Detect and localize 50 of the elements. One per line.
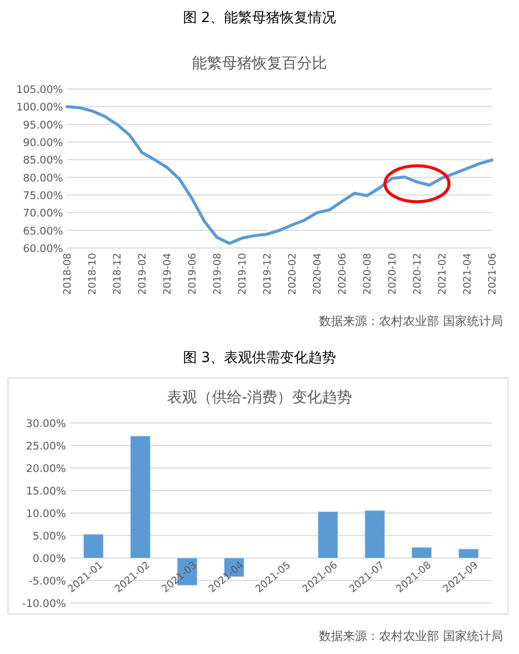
bar — [412, 547, 432, 558]
y-tick-label: 85.00% — [22, 154, 64, 167]
y-tick-label: 90.00% — [22, 137, 64, 149]
x-tick-label: 2019-10 — [238, 253, 248, 295]
y-tick-label: 100.00% — [16, 102, 64, 114]
x-tick-label: 2019-02 — [138, 253, 148, 295]
y-tick-label: 15.00% — [26, 486, 66, 498]
x-tick-label: 2018-12 — [112, 253, 124, 295]
y-tick-label: 20.00% — [26, 463, 66, 475]
y-tick-label: 95.00% — [22, 119, 64, 132]
x-tick-label: 2020-06 — [338, 253, 348, 295]
y-tick-label: 30.00% — [26, 418, 66, 430]
x-tick-label: 2020-04 — [312, 253, 324, 295]
chart-title: 图 3、表观供需变化趋势 — [182, 350, 336, 366]
y-tick-label: 65.00% — [22, 225, 64, 238]
y-tick-label: 75.00% — [22, 190, 64, 202]
source-note: 数据来源：农村农业部 国家统计局 — [319, 629, 503, 643]
y-tick-label: 70.00% — [22, 208, 64, 220]
x-tick-label: 2020-12 — [412, 253, 424, 295]
y-tick-label: 5.00% — [32, 530, 66, 542]
x-tick-label: 2018-08 — [62, 253, 74, 295]
chart-subtitle: 能繁母猪恢复百分比 — [192, 54, 327, 72]
y-tick-label: -10.00% — [22, 598, 66, 610]
x-tick-label: 2020-02 — [288, 253, 298, 295]
y-tick-label: 10.00% — [26, 508, 66, 520]
x-tick-label: 2021-06 — [488, 253, 498, 295]
x-tick-label: 2020-10 — [388, 253, 398, 295]
chart-subtitle: 表观（供给-消费）变化趋势 — [166, 388, 352, 406]
bar — [364, 510, 385, 558]
y-tick-label: 105.00% — [16, 84, 64, 96]
x-tick-label: 2019-06 — [188, 253, 198, 295]
line-series — [66, 105, 494, 245]
bar — [318, 511, 338, 558]
y-tick-label: -5.00% — [28, 576, 66, 588]
bar — [130, 436, 150, 558]
source-note: 数据来源：农村农业部 国家统计局 — [319, 314, 503, 328]
x-tick-label: 2021-02 — [438, 253, 448, 295]
y-tick-label: 80.00% — [22, 172, 64, 184]
x-tick-label: 2019-04 — [162, 253, 174, 295]
x-tick-label: 2021-04 — [462, 253, 474, 295]
y-tick-label: 0.00% — [32, 553, 66, 565]
x-tick-label: 2020-08 — [362, 253, 374, 295]
chart-title: 图 2、能繁母猪恢复情况 — [182, 10, 336, 26]
x-tick-label: 2019-08 — [212, 253, 224, 295]
bar — [83, 534, 104, 558]
y-tick-label: 25.00% — [26, 440, 66, 452]
bar — [458, 548, 479, 558]
x-tick-label: 2018-10 — [88, 253, 98, 295]
x-tick-label: 2019-12 — [262, 253, 274, 295]
y-tick-label: 60.00% — [22, 243, 64, 255]
